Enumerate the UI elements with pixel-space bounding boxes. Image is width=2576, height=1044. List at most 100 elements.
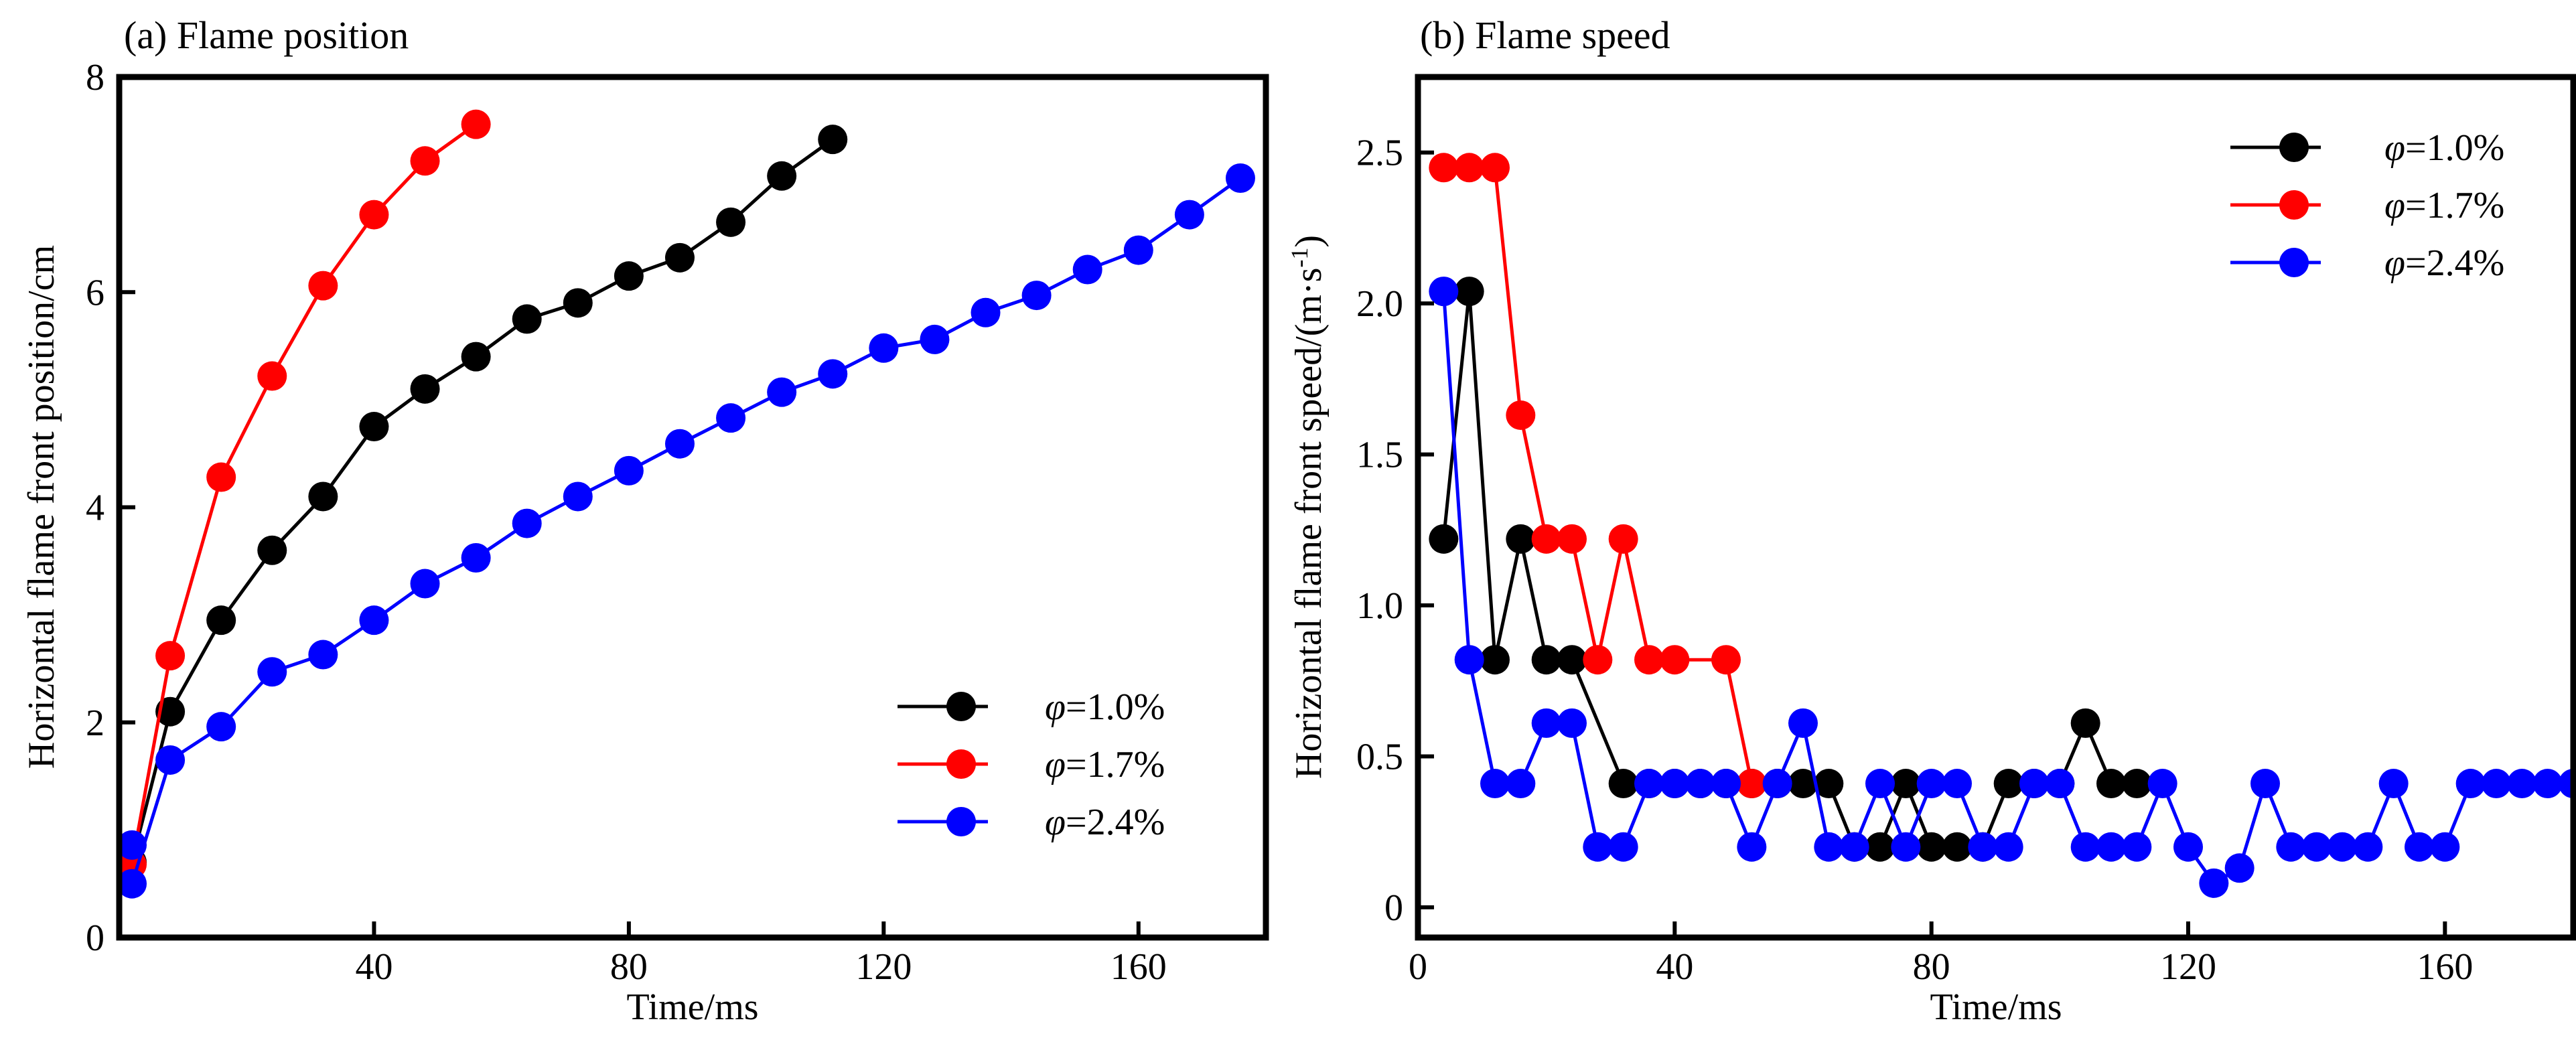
chart-a-series-2-4-point [155,745,186,775]
chart-a-series-2-4-point [1225,163,1255,193]
chart-b-series-1-7-point [1557,524,1587,554]
chart-a-series-layer [119,109,1255,899]
chart-b-x-tick-label: 0 [1409,946,1427,988]
chart-b-series-2-4-point [1788,708,1818,738]
chart-b-legend-entry-1-0-marker [2279,133,2309,162]
chart-a-series-2-4-point [1021,281,1052,311]
chart-b-series-2-4-point [2224,853,2255,883]
chart-a-series-1-0-point [206,605,236,636]
chart-b-series-2-4-point [1685,769,1715,799]
chart-b-series-1-0-point [1993,769,2023,799]
chart-b-series-1-0-point [1865,832,1895,862]
chart-b-series-1-7-point [1531,524,1561,554]
chart-a-series-1-0-point [461,342,491,372]
chart-a-series-1-0-point [512,304,542,334]
chart-a-y-tick-label: 6 [86,272,104,313]
chart-a-series-2-4-point [716,403,746,433]
chart-b-series-2-4-point [2532,769,2563,799]
chart-a-legend-entry-2-4-marker [946,807,976,836]
chart-panel-b: (b) Flame speed 0 40 80 120 160 0 0.5 1.0 1.5 2.0… [1286,13,2576,1028]
chart-a-series-2-4-point [1123,235,1153,265]
chart-b-legend-entry-1-0-label: φ=1.0% [2384,127,2504,169]
chart-b-series-1-7-line [1443,165,1754,784]
chart-b-y-axis-label: Horizontal flame front speed/(m·s-1) [1286,235,1330,779]
chart-b-series-2-4-point [2276,832,2306,862]
chart-b-series-2-4-point [1814,832,1844,862]
chart-a-series-2-4-point [869,333,899,363]
chart-a-series-1-0-point [410,374,440,404]
chart-a-series-2-4-point [920,324,950,354]
chart-b-series-2-4-point [1557,708,1587,738]
chart-b-legend-entry-1-7-label: φ=1.7% [2384,185,2504,226]
chart-a-series-1-0-point [308,481,338,512]
chart-a-series-2-4-point [614,455,644,486]
chart-a-series-2-4-point [664,429,695,459]
chart-b-series-1-7-point [1737,769,1767,799]
chart-b-series-2-4-point [1839,832,1869,862]
chart-b-series-2-4-point [2199,868,2229,898]
chart-a-series-clip [119,109,1255,899]
chart-b-series-1-0-point [1891,769,1921,799]
chart-a-series-1-0-point [818,125,848,155]
chart-b-plot-frame [1415,74,2576,941]
chart-b-series-2-4-point [2045,769,2075,799]
chart-a-series-1-0-point [664,242,695,273]
chart-b-series-2-4-point [2405,832,2434,862]
chart-a-series-1-7-point [359,200,389,230]
chart-b-series-2-4-point [1660,769,1690,799]
chart-b-series-2-4-point [1865,769,1895,799]
chart-a-series-2-4-point [512,508,542,538]
chart-a-series-1-0-point [767,161,797,191]
chart-b-series-2-4-point [1762,769,1792,799]
chart-a-series-1-0-point [359,412,389,442]
chart-b-y-tick-label: 2.5 [1356,133,1403,174]
chart-b-legend: φ=1.0% φ=1.7% φ=2.4% [2230,127,2504,284]
chart-a-series-2-4-point [1174,200,1204,230]
chart-b-series-2-4-point [1583,832,1613,862]
chart-a-y-tick-label: 2 [86,702,104,744]
chart-a-series-2-4-point [971,297,1001,327]
chart-a-legend: φ=1.0% φ=1.7% φ=2.4% [898,686,1165,843]
chart-b-series-1-0-point [1506,524,1536,554]
chart-a-series-2-4-point [257,657,287,687]
chart-a-legend-entry-1-7-marker [946,749,976,779]
chart-b-y-tick-label: 1.0 [1356,585,1403,627]
chart-b-series-2-4-point [2122,832,2152,862]
chart-b-series-2-4-point [2455,769,2486,799]
chart-a-series-2-4-point [410,569,440,599]
chart-a-legend-entry-2-4-label: φ=2.4% [1045,802,1165,843]
chart-a-series-2-4-point [1072,254,1102,285]
chart-b-series-2-4-point [1634,769,1664,799]
chart-a-series-1-0-point [614,261,644,291]
chart-a-x-tick-label: 120 [855,946,912,988]
chart-b-series-2-4-point [2173,832,2203,862]
chart-b-series-1-7-point [1583,645,1613,675]
chart-b-series-2-4-point [2096,832,2126,862]
chart-b-series-1-7-point [1506,400,1536,430]
chart-b-y-axis-label-end: ) [1288,235,1330,248]
chart-a-ticks: 40 80 120 160 0 2 4 6 8 [86,57,1167,988]
chart-b-y-tick-label: 2.0 [1356,283,1403,325]
chart-b-series-1-7-point [1480,153,1510,183]
chart-a-series-1-7-point [257,361,287,391]
chart-b-series-2-4-point [1608,832,1638,862]
chart-a-y-tick-label: 0 [86,917,104,959]
chart-a-y-axis-label: Horizontal flame front position/cm [21,245,62,769]
chart-b-x-tick-label: 120 [2160,946,2216,988]
chart-b-legend-entry-1-7-marker [2279,190,2309,220]
chart-b-series-1-0-point [1480,645,1510,675]
chart-b-series-2-4-point [2430,832,2460,862]
chart-b-legend-entry-2-4-label: φ=2.4% [2384,242,2504,284]
chart-panel-a: (a) Flame position 40 80 120 160 0 2 4 6 8 Time/… [21,13,1269,1028]
chart-b-series-1-7-point [1429,153,1459,183]
chart-b-series-2-4-point [1531,708,1561,738]
chart-b-series-2-4-point [1891,832,1921,862]
chart-b-series-2-4-point [1993,832,2023,862]
chart-b-series-1-0-point [2070,708,2100,738]
chart-a-legend-entry-1-7-label: φ=1.7% [1045,744,1165,786]
chart-b-series-1-0-point [1608,769,1638,799]
chart-a-x-tick-label: 160 [1111,946,1167,988]
chart-b-x-tick-label: 80 [1913,946,1950,988]
chart-b-series-1-7-point [1711,645,1741,675]
